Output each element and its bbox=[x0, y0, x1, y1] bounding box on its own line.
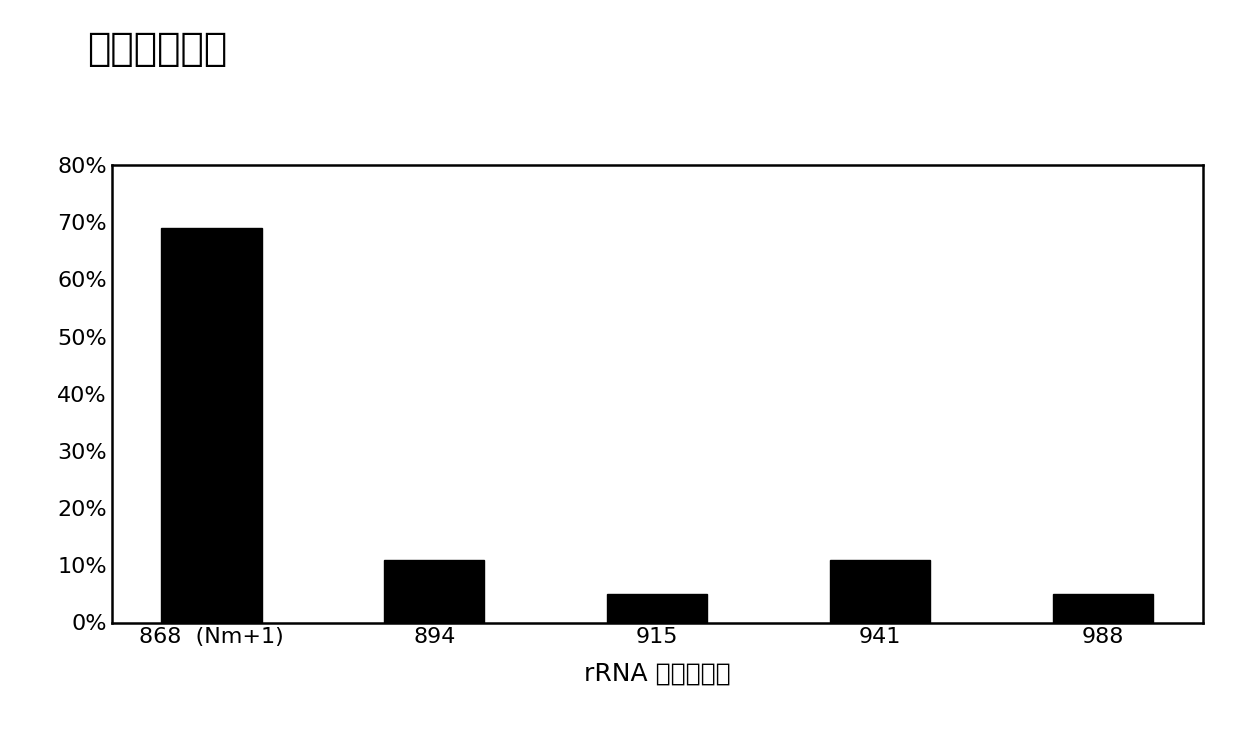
Bar bbox=[1053, 594, 1153, 622]
Bar bbox=[384, 560, 485, 622]
Bar bbox=[830, 560, 930, 622]
X-axis label: rRNA 核苷酸序号: rRNA 核苷酸序号 bbox=[584, 662, 730, 686]
Bar bbox=[608, 594, 707, 622]
Bar bbox=[161, 228, 262, 622]
Text: 片段所占比例: 片段所占比例 bbox=[87, 30, 227, 68]
